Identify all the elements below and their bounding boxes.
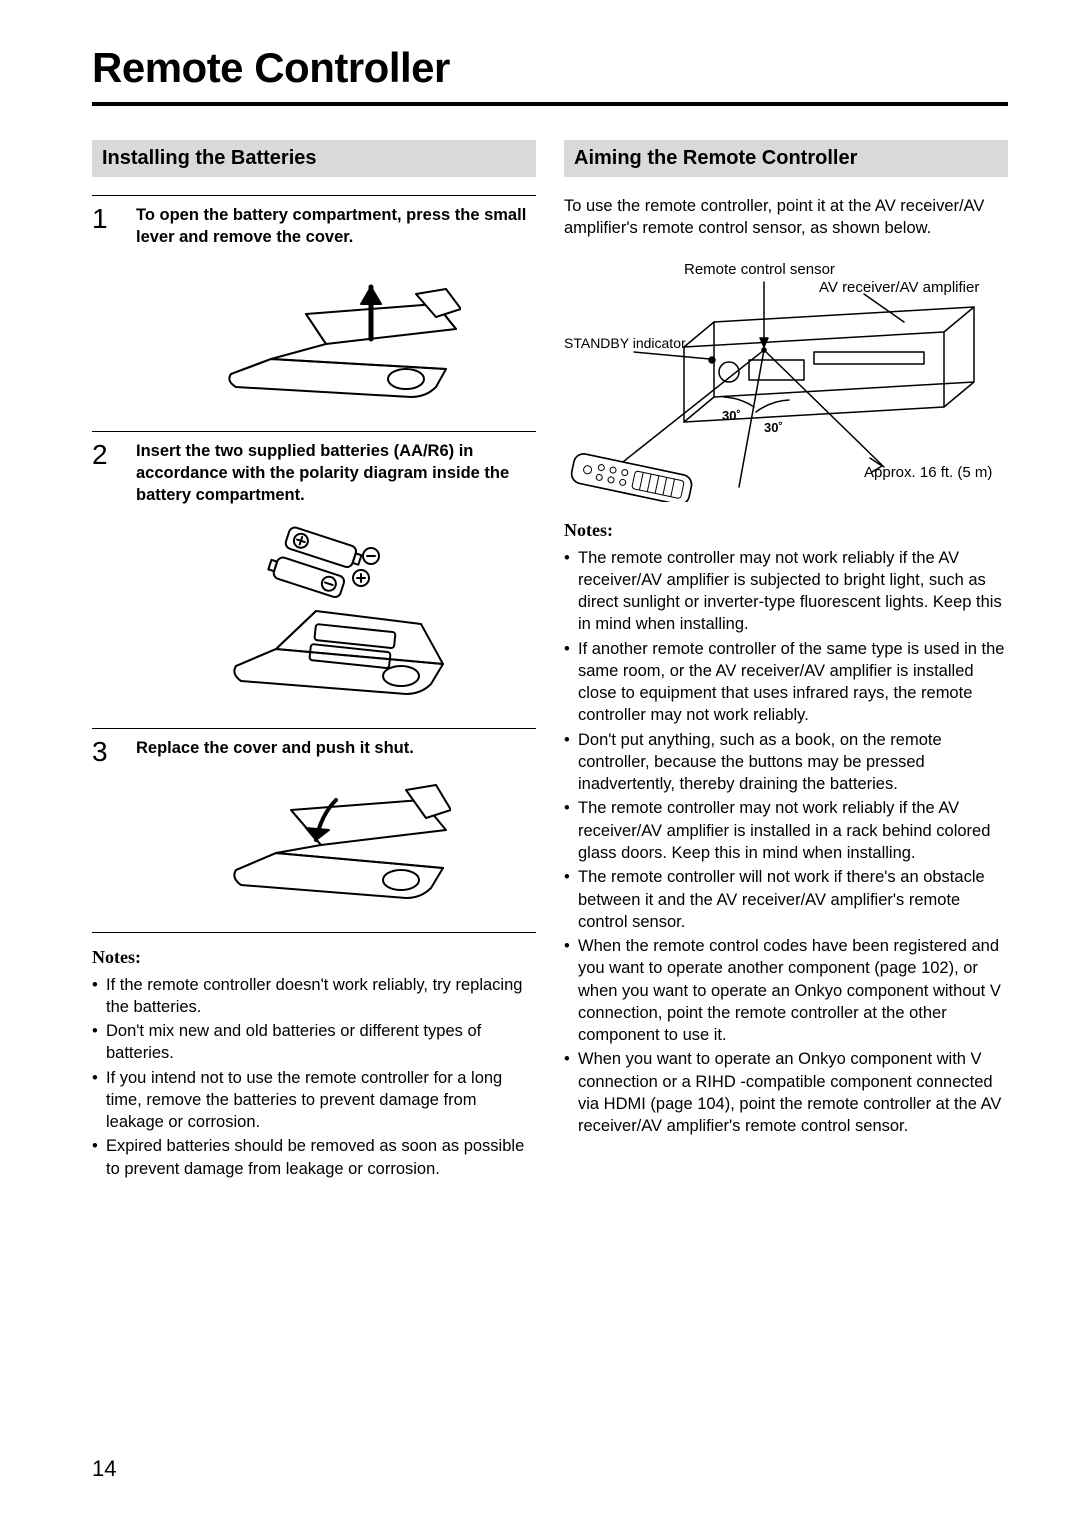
right-notes-head: Notes: (564, 520, 1008, 541)
page-title: Remote Controller (92, 44, 1008, 106)
label-angle2: 30˚ (764, 420, 783, 435)
label-device: AV receiver/AV amplifier (819, 279, 979, 296)
label-angle1: 30˚ (722, 408, 741, 423)
right-note-6: When the remote control codes have been … (564, 935, 1008, 1046)
steps-end-rule (92, 932, 536, 933)
right-note-1: The remote controller may not work relia… (564, 547, 1008, 636)
right-note-7: When you want to operate an Onkyo compon… (564, 1048, 1008, 1137)
label-standby: STANDBY indicator (564, 335, 686, 351)
step-1: 1 To open the battery compartment, press… (92, 195, 536, 423)
right-note-2: If another remote controller of the same… (564, 638, 1008, 727)
right-intro: To use the remote controller, point it a… (564, 195, 1008, 240)
right-note-5: The remote controller will not work if t… (564, 866, 1008, 933)
step-3-number: 3 (92, 737, 122, 923)
left-heading: Installing the Batteries (92, 140, 536, 177)
step-2-text: Insert the two supplied batteries (AA/R6… (136, 440, 536, 507)
step-1-text: To open the battery compartment, press t… (136, 204, 536, 249)
step-1-number: 1 (92, 204, 122, 423)
right-notes-list: The remote controller may not work relia… (564, 547, 1008, 1138)
left-note-2: Don't mix new and old batteries or diffe… (92, 1020, 536, 1065)
step-2-figure (136, 516, 536, 706)
step-3-text: Replace the cover and push it shut. (136, 737, 536, 759)
step-3-figure (136, 770, 536, 910)
right-column: Aiming the Remote Controller To use the … (564, 140, 1008, 1182)
step-1-figure (136, 259, 536, 409)
right-note-3: Don't put anything, such as a book, on t… (564, 729, 1008, 796)
aiming-diagram: Remote control sensor AV receiver/AV amp… (564, 252, 1008, 502)
left-notes-head: Notes: (92, 947, 536, 968)
two-column-layout: Installing the Batteries 1 To open the b… (92, 140, 1008, 1182)
left-note-4: Expired batteries should be removed as s… (92, 1135, 536, 1180)
right-note-4: The remote controller may not work relia… (564, 797, 1008, 864)
left-column: Installing the Batteries 1 To open the b… (92, 140, 536, 1182)
right-heading: Aiming the Remote Controller (564, 140, 1008, 177)
label-sensor: Remote control sensor (684, 261, 835, 278)
step-3: 3 Replace the cover and push it shut. (92, 728, 536, 923)
step-2: 2 Insert the two supplied batteries (AA/… (92, 431, 536, 721)
left-notes-list: If the remote controller doesn't work re… (92, 974, 536, 1180)
left-note-3: If you intend not to use the remote cont… (92, 1067, 536, 1134)
page-number: 14 (92, 1456, 116, 1482)
left-note-1: If the remote controller doesn't work re… (92, 974, 536, 1019)
step-2-number: 2 (92, 440, 122, 721)
label-distance: Approx. 16 ft. (5 m) (864, 464, 992, 481)
